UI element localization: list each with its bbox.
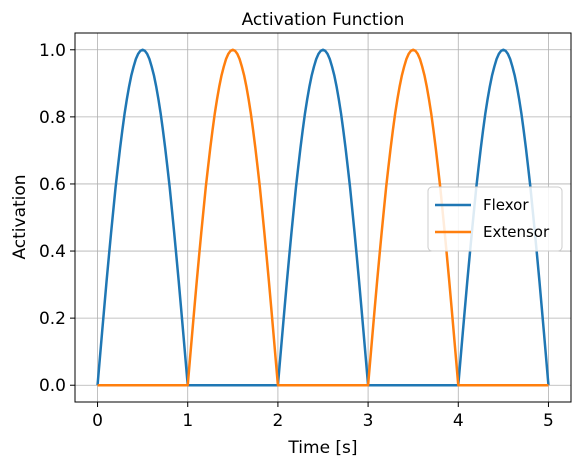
legend: Flexor Extensor xyxy=(427,186,563,252)
y-tick-label: 0.4 xyxy=(39,242,66,262)
x-tick-label: 4 xyxy=(453,411,464,431)
x-axis-label: Time [s] xyxy=(287,438,357,458)
series-line-flexor xyxy=(96,48,550,387)
x-tick-label: 5 xyxy=(543,411,554,431)
series-lines xyxy=(96,48,550,387)
plot-frame xyxy=(74,32,572,403)
y-tick-label: 0.2 xyxy=(39,309,66,329)
legend-label: Extensor xyxy=(483,223,550,241)
chart-title: Activation Function xyxy=(242,10,405,30)
x-axis-ticks: 0 1 2 3 4 5 xyxy=(92,402,554,431)
legend-label: Flexor xyxy=(483,196,529,214)
series-line-extensor xyxy=(97,48,549,387)
legend-box xyxy=(427,186,563,252)
y-tick-label: 0.6 xyxy=(39,175,66,195)
x-tick-label: 2 xyxy=(272,411,283,431)
x-tick-label: 3 xyxy=(363,411,374,431)
x-tick-label: 1 xyxy=(182,411,193,431)
y-tick-label: 0.0 xyxy=(39,376,66,396)
y-tick-label: 1.0 xyxy=(39,41,66,61)
y-axis-label: Activation xyxy=(10,174,30,259)
y-tick-label: 0.8 xyxy=(39,108,66,128)
y-axis-ticks: 0.0 0.2 0.4 0.6 0.8 1.0 xyxy=(39,41,75,396)
x-tick-label: 0 xyxy=(92,411,103,431)
